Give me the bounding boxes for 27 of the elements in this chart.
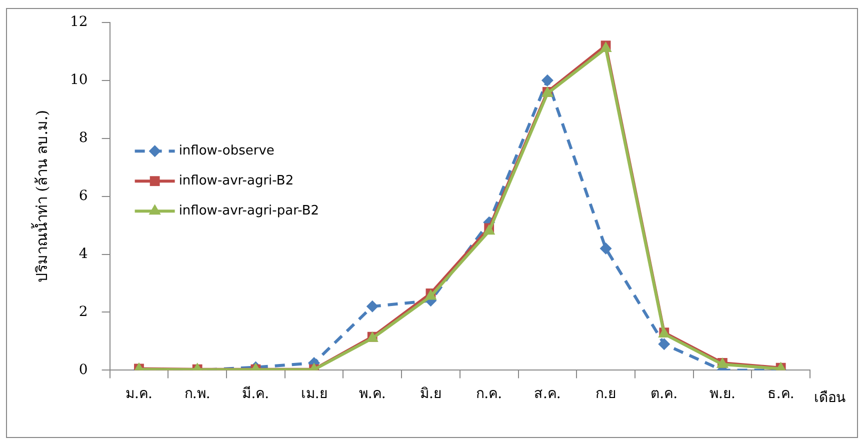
x-tick-label: เม.ย	[300, 386, 328, 402]
x-tick-label: ส.ค.	[534, 386, 561, 402]
x-tick-label: พ.ย.	[710, 386, 736, 402]
x-tick-label: ก.พ.	[184, 386, 210, 402]
y-tick-label: 10	[70, 72, 88, 88]
x-tick-label: ก.ค.	[476, 386, 502, 402]
x-tick-label: มี.ค.	[242, 386, 270, 402]
point	[541, 74, 554, 86]
legend-label: inflow-avr-agri-B2	[178, 173, 294, 188]
y-tick-label: 6	[78, 188, 88, 204]
x-tick-label: พ.ค.	[358, 386, 386, 402]
y-tick-label: 2	[78, 304, 88, 320]
x-tick-label: ต.ค.	[650, 386, 678, 402]
point	[366, 300, 378, 312]
x-axis-title: เดือน	[814, 390, 846, 406]
legend-label: inflow-avr-agri-par-B2	[178, 203, 320, 218]
y-tick-label: 4	[78, 246, 88, 262]
y-tick-label: 8	[78, 130, 88, 146]
point	[600, 242, 612, 254]
x-tick-label: ม.ค.	[126, 386, 152, 402]
x-tick-label: มิ.ย	[420, 386, 442, 402]
y-axis-title: ปริมาณน้ำท่า (ล้าน ลบ.ม.)	[30, 110, 51, 283]
y-tick-label: 12	[70, 14, 88, 30]
x-tick-label: ธ.ค.	[767, 386, 794, 402]
y-tick-label: 0	[78, 362, 88, 378]
x-tick-label: ก.ย	[596, 386, 616, 402]
legend-label: inflow-observe	[178, 143, 274, 158]
